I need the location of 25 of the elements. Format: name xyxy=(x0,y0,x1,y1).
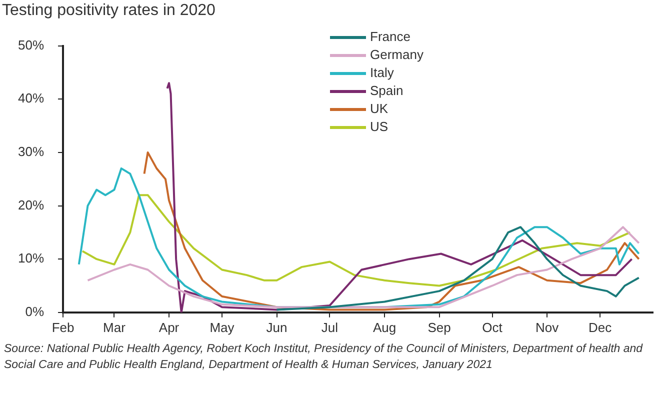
x-tick-label: Feb xyxy=(52,320,74,335)
legend-label: Spain xyxy=(370,82,404,100)
source-note: Source: National Public Health Agency, Robert Koch Institut, Presidency of the Council of Ministers, Department of health and Social Care and Public Health England, Department of Health & Human Services, January 2021 xyxy=(3,342,644,373)
legend-label: France xyxy=(370,28,410,46)
y-tick-label: 0% xyxy=(25,304,44,319)
legend-label: UK xyxy=(370,100,388,118)
y-tick-label: 10% xyxy=(18,250,44,266)
chart-title: Testing positivity rates in 2020 xyxy=(1,1,216,21)
x-tick-label: Nov xyxy=(535,320,560,335)
x-tick-label: May xyxy=(210,320,235,335)
x-tick-label: Aug xyxy=(372,320,396,335)
y-tick-label: 40% xyxy=(18,90,44,106)
x-tick-label: Jun xyxy=(266,320,288,335)
y-tick-label: 50% xyxy=(18,37,44,52)
y-tick-label: 20% xyxy=(18,197,44,212)
legend-label: US xyxy=(370,118,388,136)
y-tick-label: 30% xyxy=(18,144,44,160)
legend-label: Germany xyxy=(370,46,424,64)
legend-label: Italy xyxy=(370,64,394,82)
x-tick-label: Apr xyxy=(158,320,180,335)
x-tick-label: Sep xyxy=(428,320,451,335)
x-tick-label: Dec xyxy=(588,320,612,335)
x-tick-label: Jul xyxy=(321,320,338,335)
x-tick-label: Mar xyxy=(103,320,126,335)
x-tick-label: Oct xyxy=(482,320,503,335)
